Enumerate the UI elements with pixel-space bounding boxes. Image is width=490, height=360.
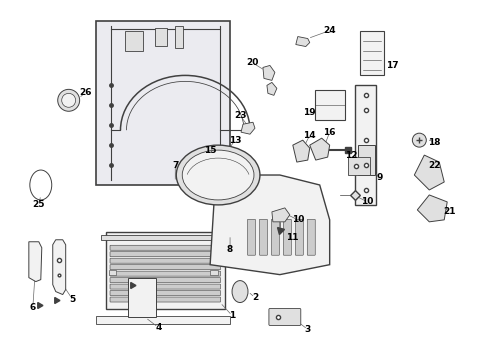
FancyBboxPatch shape bbox=[110, 245, 220, 250]
Polygon shape bbox=[53, 240, 66, 294]
Ellipse shape bbox=[176, 145, 260, 205]
Polygon shape bbox=[263, 66, 275, 80]
Bar bbox=[105, 232, 225, 310]
FancyBboxPatch shape bbox=[110, 297, 220, 302]
Text: 7: 7 bbox=[172, 161, 178, 170]
Bar bbox=[360, 31, 385, 75]
Bar bbox=[108, 270, 117, 275]
Bar bbox=[128, 278, 156, 318]
FancyBboxPatch shape bbox=[269, 309, 301, 325]
Text: 20: 20 bbox=[246, 58, 258, 67]
Bar bbox=[347, 157, 369, 175]
Text: 15: 15 bbox=[204, 145, 217, 154]
Text: 26: 26 bbox=[79, 88, 92, 97]
Text: 8: 8 bbox=[227, 245, 233, 254]
Text: 21: 21 bbox=[443, 207, 456, 216]
Bar bbox=[125, 31, 144, 50]
Bar bbox=[355, 85, 376, 205]
Bar bbox=[155, 28, 167, 45]
Bar bbox=[210, 270, 218, 275]
Text: 11: 11 bbox=[286, 233, 298, 242]
FancyBboxPatch shape bbox=[307, 219, 315, 255]
FancyBboxPatch shape bbox=[259, 219, 268, 255]
Polygon shape bbox=[417, 195, 447, 222]
Polygon shape bbox=[415, 155, 444, 190]
Polygon shape bbox=[267, 82, 277, 95]
Text: 16: 16 bbox=[323, 128, 336, 137]
FancyBboxPatch shape bbox=[110, 278, 220, 283]
Bar bbox=[96, 316, 230, 324]
FancyBboxPatch shape bbox=[110, 265, 220, 270]
Text: 19: 19 bbox=[303, 108, 316, 117]
FancyBboxPatch shape bbox=[110, 252, 220, 257]
Text: 12: 12 bbox=[345, 150, 358, 159]
Text: 14: 14 bbox=[303, 131, 316, 140]
Bar bbox=[96, 21, 230, 185]
Polygon shape bbox=[29, 242, 42, 282]
Bar bbox=[315, 90, 344, 120]
Ellipse shape bbox=[413, 133, 426, 147]
Text: 3: 3 bbox=[305, 325, 311, 334]
Text: 17: 17 bbox=[386, 61, 399, 70]
Text: 24: 24 bbox=[323, 26, 336, 35]
Text: 4: 4 bbox=[155, 323, 162, 332]
Bar bbox=[175, 26, 183, 48]
FancyBboxPatch shape bbox=[247, 219, 255, 255]
Bar bbox=[100, 235, 230, 240]
Text: 9: 9 bbox=[376, 172, 383, 181]
Polygon shape bbox=[293, 140, 310, 162]
Bar bbox=[358, 145, 375, 175]
Ellipse shape bbox=[62, 93, 75, 107]
Text: 25: 25 bbox=[32, 201, 45, 210]
Text: 22: 22 bbox=[428, 161, 441, 170]
Polygon shape bbox=[210, 175, 330, 275]
Text: 1: 1 bbox=[229, 311, 235, 320]
FancyBboxPatch shape bbox=[271, 219, 279, 255]
Text: 5: 5 bbox=[70, 295, 76, 304]
Text: 10: 10 bbox=[361, 197, 374, 206]
Text: 10: 10 bbox=[292, 215, 304, 224]
Text: 13: 13 bbox=[229, 136, 241, 145]
FancyBboxPatch shape bbox=[110, 271, 220, 276]
Polygon shape bbox=[296, 37, 310, 46]
Polygon shape bbox=[272, 208, 290, 222]
FancyBboxPatch shape bbox=[110, 284, 220, 289]
Ellipse shape bbox=[58, 89, 80, 111]
Ellipse shape bbox=[182, 150, 254, 200]
FancyBboxPatch shape bbox=[110, 258, 220, 263]
Text: 23: 23 bbox=[234, 111, 246, 120]
Polygon shape bbox=[310, 138, 330, 160]
Polygon shape bbox=[205, 155, 222, 178]
FancyBboxPatch shape bbox=[283, 219, 292, 255]
Polygon shape bbox=[241, 122, 255, 134]
FancyBboxPatch shape bbox=[295, 219, 303, 255]
FancyBboxPatch shape bbox=[110, 291, 220, 296]
Text: 18: 18 bbox=[428, 138, 441, 147]
Text: 6: 6 bbox=[30, 303, 36, 312]
Text: 2: 2 bbox=[252, 293, 258, 302]
Ellipse shape bbox=[232, 280, 248, 302]
